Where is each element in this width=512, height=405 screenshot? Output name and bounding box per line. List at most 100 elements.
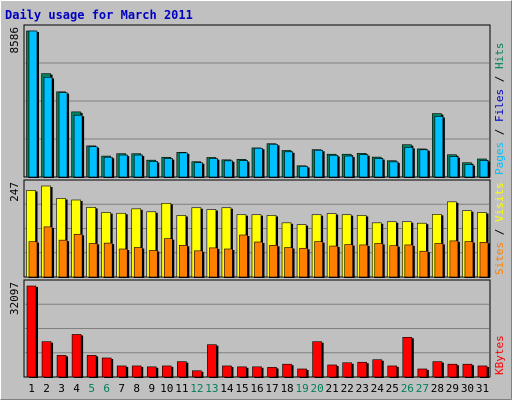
bar-files-day-19-body (299, 166, 308, 178)
bar-kbytes-day-16-body (252, 366, 262, 378)
legend-pages: Pages (493, 142, 506, 175)
bar-kbytes-day-11 (177, 361, 189, 378)
bar-files-day-23 (359, 154, 370, 178)
bar-files-day-13-body (209, 158, 218, 178)
bar-files-day-20-body (314, 150, 323, 178)
x-tick-label-day-19: 19 (295, 382, 308, 395)
bar-files-day-7-body (118, 154, 128, 178)
bar-sites-day-19-body (299, 247, 308, 278)
bar-sites-day-11 (179, 245, 190, 278)
bar-sites-day-19 (299, 247, 310, 278)
bar-files-day-15-body (239, 160, 248, 178)
bar-kbytes-day-14-body (222, 365, 232, 378)
bar-sites-day-10-body (163, 238, 173, 278)
bar-sites-day-29-body (449, 240, 459, 278)
bar-sites-day-15-body (239, 234, 248, 278)
bar-kbytes-day-27 (417, 368, 429, 378)
bar-sites-day-1-body (28, 241, 38, 278)
panel-visits_sites-legend: Sites / Visits (493, 182, 506, 275)
bar-files-day-28-body (434, 116, 444, 178)
bar-kbytes-day-18 (282, 363, 294, 378)
bar-kbytes-day-4-body (71, 334, 82, 378)
bar-sites-day-31-body (479, 242, 489, 278)
x-tick-label-day-26: 26 (401, 382, 414, 395)
bar-kbytes-day-28 (432, 361, 444, 378)
x-tick-label-day-15: 15 (235, 382, 248, 395)
bar-sites-day-28 (434, 243, 445, 278)
bar-kbytes-day-28-body (432, 361, 443, 378)
bar-files-day-8-body (133, 154, 143, 178)
bar-kbytes-day-31 (477, 365, 489, 378)
bar-kbytes-day-29-body (447, 363, 458, 378)
bar-kbytes-day-31-body (477, 365, 488, 378)
bar-sites-day-22-body (344, 244, 353, 278)
bar-kbytes-day-10-body (161, 365, 172, 378)
bar-sites-day-16-body (254, 241, 263, 278)
x-tick-label-day-27: 27 (416, 382, 429, 395)
bar-sites-day-27 (419, 250, 430, 278)
bar-sites-day-21-body (329, 245, 338, 278)
chart-title: Daily usage for March 2011 (5, 8, 193, 22)
bar-kbytes-day-17-body (267, 367, 277, 378)
bar-files-day-7 (118, 154, 130, 178)
bar-kbytes-day-3 (56, 355, 69, 378)
bar-files-day-29-body (449, 156, 459, 178)
bar-sites-day-26 (404, 244, 415, 278)
bar-files-day-21-body (329, 155, 338, 178)
bar-sites-day-1 (28, 241, 39, 278)
x-tick-label-day-25: 25 (386, 382, 399, 395)
bar-sites-day-29 (449, 240, 460, 278)
bar-files-day-5-body (88, 146, 98, 178)
bar-files-day-10 (163, 158, 175, 178)
bar-sites-day-9-body (148, 250, 158, 278)
bar-kbytes-day-17 (267, 367, 279, 378)
bar-files-day-6-body (103, 156, 113, 178)
bar-kbytes-day-1 (26, 285, 38, 378)
bar-files-day-26-body (404, 147, 414, 178)
bar-kbytes-day-12-body (192, 370, 202, 378)
bar-sites-day-4-body (73, 233, 83, 278)
bar-files-day-24 (374, 158, 385, 178)
panel-kbytes: 32097 KBytes (8, 279, 506, 378)
bar-kbytes-day-29 (447, 363, 459, 378)
bar-files-day-12-body (194, 162, 203, 178)
bar-sites-day-30-body (464, 241, 474, 278)
bar-files-day-19 (299, 166, 310, 178)
bar-kbytes-day-2 (41, 341, 54, 378)
bar-kbytes-day-20-body (312, 341, 322, 378)
bar-kbytes-day-9 (146, 366, 159, 378)
bar-sites-day-22 (344, 244, 355, 278)
bar-kbytes-day-15 (237, 366, 249, 378)
bar-sites-day-24 (374, 243, 385, 278)
bar-files-day-8 (133, 154, 145, 178)
bar-sites-day-2 (43, 226, 55, 278)
bar-sites-day-30 (464, 241, 475, 278)
bar-kbytes-day-15-body (237, 366, 247, 378)
bar-files-day-1 (28, 30, 39, 178)
x-tick-label-day-11: 11 (175, 382, 188, 395)
x-tick-label-day-3: 3 (58, 382, 65, 395)
x-tick-label-day-8: 8 (133, 382, 140, 395)
x-tick-label-day-21: 21 (326, 382, 339, 395)
x-tick-label-day-23: 23 (356, 382, 369, 395)
bar-sites-day-25-body (389, 245, 399, 278)
x-tick-label-day-14: 14 (220, 382, 234, 395)
bar-sites-day-5-body (88, 243, 98, 278)
bar-sites-day-2-body (43, 226, 53, 278)
legend-separator: / (493, 122, 506, 142)
x-tick-label-day-24: 24 (371, 382, 385, 395)
bar-files-day-5 (88, 146, 100, 178)
bar-kbytes-day-8 (131, 365, 144, 378)
bar-kbytes-day-24 (372, 359, 384, 378)
bar-sites-day-15 (239, 234, 250, 278)
bar-files-day-3-body (58, 92, 68, 178)
bar-kbytes-day-11-body (177, 361, 187, 378)
bar-sites-day-8 (133, 247, 145, 278)
legend-sites: Sites (493, 242, 506, 275)
bar-sites-day-28-body (434, 243, 444, 278)
bar-sites-day-27-body (419, 250, 429, 278)
x-tick-label-day-4: 4 (73, 382, 80, 395)
panel-kbytes-legend: KBytes (493, 335, 506, 375)
bar-sites-day-26-body (404, 244, 414, 278)
